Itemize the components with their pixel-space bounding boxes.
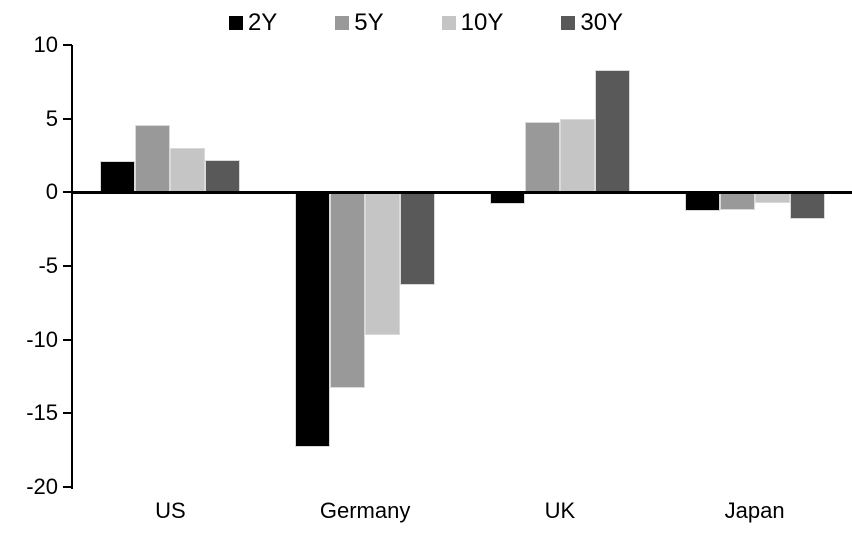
category-label-UK: UK (544, 498, 576, 523)
bar-UK-5Y (524, 121, 560, 193)
y-tick-label--5: -5 (38, 253, 58, 278)
bar-Japan-30Y (789, 192, 825, 219)
legend-marker-10Y (441, 16, 456, 30)
y-tick-mark (63, 265, 72, 267)
category-label-Germany: Germany (319, 498, 411, 523)
legend-marker-2Y (228, 16, 243, 30)
bar-UK-10Y (559, 118, 595, 193)
bar-US-5Y (135, 124, 171, 193)
y-tick-mark (63, 412, 72, 415)
plot-area (71, 45, 852, 487)
bar-UK-2Y (489, 192, 525, 205)
bar-Japan-10Y (754, 192, 790, 203)
bar-US-30Y (205, 159, 241, 193)
y-tick-label-5: 5 (45, 105, 58, 131)
legend-marker-30Y (561, 16, 576, 30)
bar-US-10Y (170, 148, 206, 193)
bar-Japan-2Y (684, 192, 720, 212)
bar-Japan-5Y (719, 192, 755, 210)
legend-label-10Y: 10Y (460, 9, 504, 36)
category-label-Japan: Japan (724, 498, 785, 523)
bar-US-2Y (100, 161, 136, 193)
legend: 2Y 5Y 10Y 30Y (0, 8, 852, 38)
y-tick-label-0: 0 (45, 179, 58, 205)
bar-Germany-30Y (400, 192, 436, 286)
y-tick-mark (63, 486, 72, 488)
category-label-US: US (155, 498, 186, 523)
bar-Germany-10Y (365, 192, 401, 336)
y-tick-label-10: 10 (33, 32, 58, 57)
y-tick-mark (63, 191, 72, 194)
legend-label-2Y: 2Y (247, 9, 278, 36)
y-tick-mark (63, 44, 72, 46)
legend-item-2Y: 2Y (228, 9, 278, 37)
legend-item-10Y: 10Y (441, 9, 504, 37)
legend-label-5Y: 5Y (354, 9, 384, 36)
y-tick-label--15: -15 (26, 400, 58, 426)
bar-Germany-2Y (295, 192, 331, 448)
bar-Germany-5Y (330, 192, 366, 389)
legend-item-30Y: 30Y (561, 9, 623, 37)
legend-item-5Y: 5Y (335, 9, 384, 37)
legend-marker-5Y (335, 16, 350, 30)
bar-UK-30Y (594, 70, 630, 193)
y-tick-label--10: -10 (26, 326, 58, 352)
y-axis-line (71, 45, 73, 489)
legend-label-30Y: 30Y (580, 9, 624, 36)
zero-baseline (71, 190, 852, 194)
y-tick-mark (63, 338, 72, 341)
y-tick-label--20: -20 (26, 474, 58, 499)
y-tick-mark (63, 117, 72, 120)
